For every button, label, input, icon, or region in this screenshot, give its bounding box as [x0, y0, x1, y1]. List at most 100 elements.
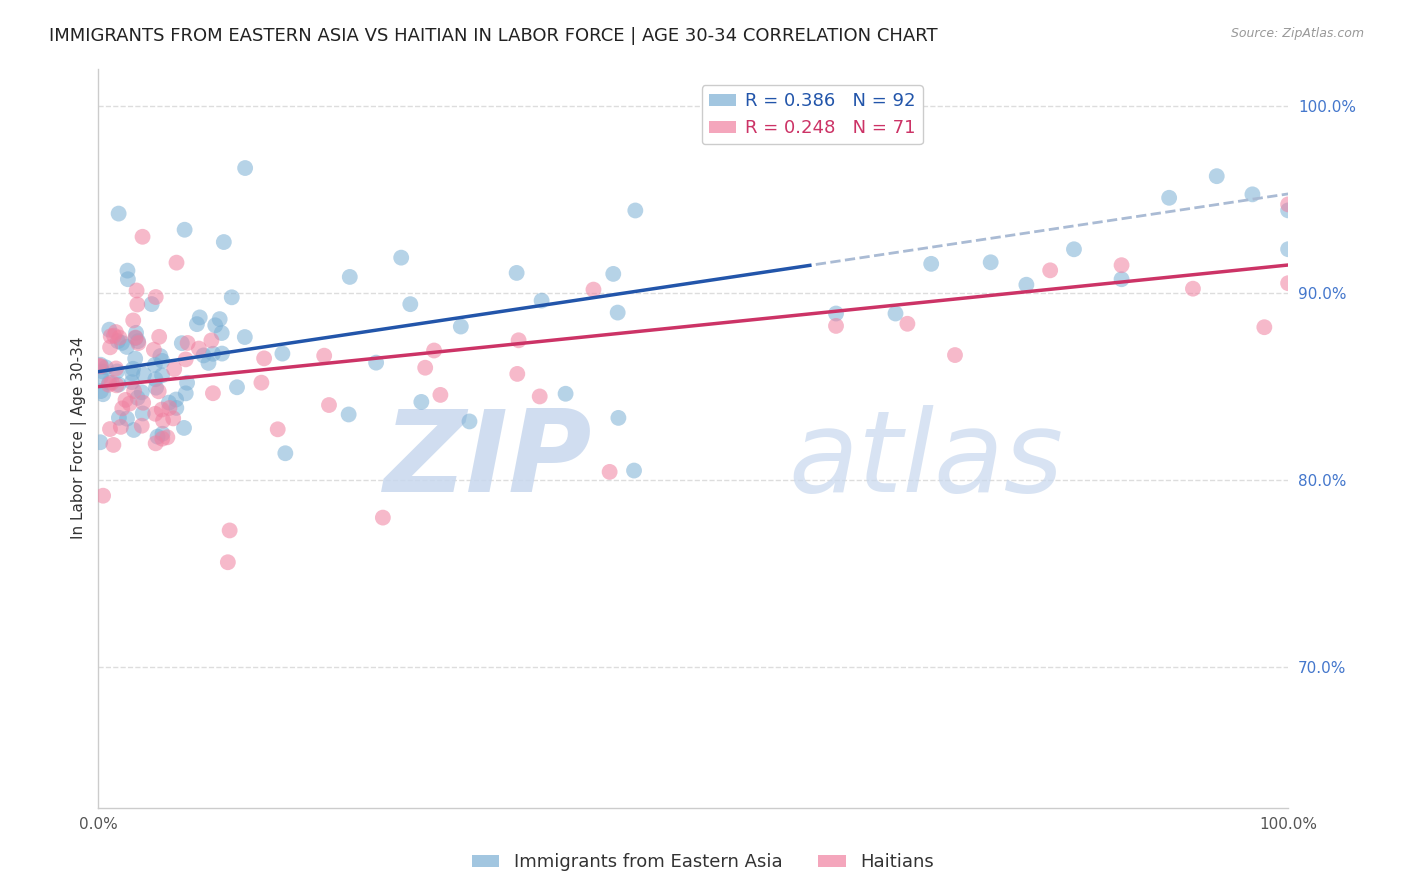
Point	[121, 375, 143, 389]
Point	[152, 413, 174, 427]
Point	[624, 203, 647, 218]
Point	[366, 356, 388, 370]
Point	[200, 334, 222, 348]
Point	[165, 392, 187, 407]
Point	[314, 349, 336, 363]
Point	[90, 358, 112, 372]
Point	[148, 330, 170, 344]
Point	[122, 313, 145, 327]
Point	[218, 524, 240, 538]
Point	[233, 330, 256, 344]
Point	[150, 432, 173, 446]
Point	[103, 438, 125, 452]
Text: IMMIGRANTS FROM EASTERN ASIA VS HAITIAN IN LABOR FORCE | AGE 30-34 CORRELATION C: IMMIGRANTS FROM EASTERN ASIA VS HAITIAN …	[49, 27, 938, 45]
Point	[920, 257, 942, 271]
Point	[607, 410, 630, 425]
Point	[1111, 258, 1133, 272]
Point	[211, 326, 233, 340]
Point	[90, 384, 112, 398]
Point	[188, 310, 211, 325]
Point	[114, 392, 136, 407]
Point	[896, 317, 918, 331]
Point	[124, 330, 146, 344]
Point	[157, 401, 180, 415]
Point	[150, 354, 173, 368]
Point	[193, 348, 215, 362]
Point	[170, 336, 193, 351]
Legend: R = 0.386   N = 92, R = 0.248   N = 71: R = 0.386 N = 92, R = 0.248 N = 71	[702, 85, 922, 145]
Point	[118, 396, 141, 410]
Point	[115, 411, 138, 425]
Point	[943, 348, 966, 362]
Point	[132, 407, 155, 421]
Point	[458, 414, 481, 428]
Point	[204, 318, 226, 333]
Point	[201, 386, 224, 401]
Point	[157, 395, 180, 409]
Point	[250, 376, 273, 390]
Point	[176, 335, 198, 350]
Legend: Immigrants from Eastern Asia, Haitians: Immigrants from Eastern Asia, Haitians	[465, 847, 941, 879]
Point	[124, 351, 146, 366]
Point	[91, 489, 114, 503]
Point	[117, 263, 139, 277]
Point	[1015, 277, 1038, 292]
Point	[141, 297, 163, 311]
Point	[163, 362, 186, 376]
Point	[105, 378, 128, 392]
Point	[89, 359, 111, 373]
Point	[1277, 197, 1299, 211]
Point	[145, 381, 167, 395]
Point	[980, 255, 1002, 269]
Point	[1277, 203, 1299, 218]
Point	[145, 372, 167, 386]
Point	[174, 386, 197, 401]
Point	[1277, 276, 1299, 290]
Point	[274, 446, 297, 460]
Point	[117, 272, 139, 286]
Point	[104, 325, 127, 339]
Point	[148, 384, 170, 399]
Point	[98, 422, 121, 436]
Point	[125, 284, 148, 298]
Point	[132, 396, 155, 410]
Point	[105, 364, 128, 378]
Point	[217, 555, 239, 569]
Point	[267, 422, 290, 436]
Point	[554, 386, 576, 401]
Point	[505, 266, 527, 280]
Point	[389, 251, 412, 265]
Point	[186, 317, 208, 331]
Point	[1241, 187, 1264, 202]
Point	[108, 410, 131, 425]
Point	[121, 367, 143, 381]
Point	[202, 347, 225, 361]
Point	[623, 464, 645, 478]
Point	[111, 335, 134, 350]
Point	[132, 368, 155, 382]
Point	[122, 361, 145, 376]
Point	[98, 340, 121, 354]
Point	[166, 255, 188, 269]
Point	[145, 290, 167, 304]
Point	[90, 369, 112, 384]
Point	[884, 306, 907, 320]
Point	[173, 223, 195, 237]
Point	[165, 401, 187, 415]
Point	[582, 283, 605, 297]
Point	[211, 346, 233, 360]
Point	[127, 336, 149, 351]
Point	[413, 360, 436, 375]
Point	[450, 319, 472, 334]
Point	[176, 376, 198, 390]
Point	[339, 269, 361, 284]
Point	[1111, 272, 1133, 286]
Point	[226, 380, 249, 394]
Point	[150, 368, 173, 383]
Point	[337, 408, 360, 422]
Point	[98, 376, 121, 390]
Point	[174, 352, 197, 367]
Point	[89, 435, 111, 450]
Point	[1205, 169, 1227, 184]
Point	[100, 329, 122, 343]
